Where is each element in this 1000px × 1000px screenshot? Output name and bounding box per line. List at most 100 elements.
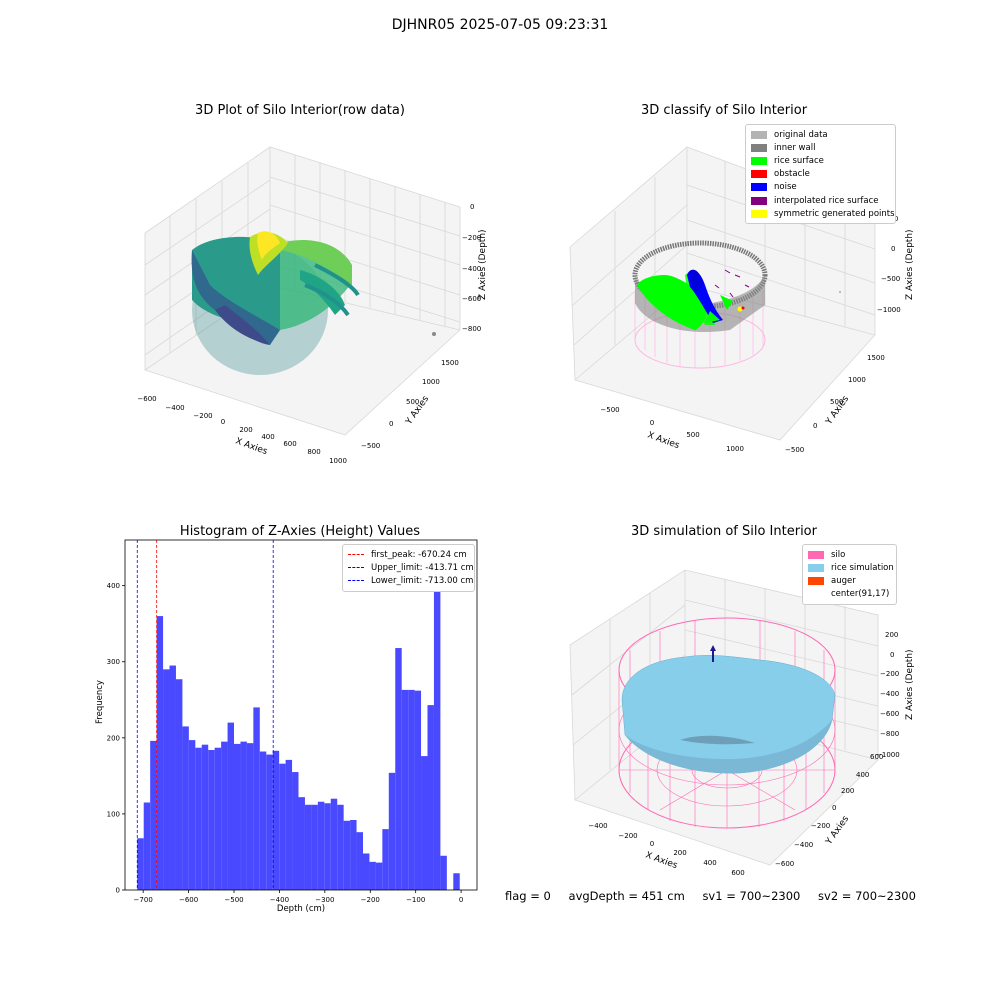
legend-label: symmetric generated points (774, 208, 895, 219)
histogram-bar (201, 744, 209, 890)
histogram-frame (124, 539, 478, 891)
histogram-bar (408, 689, 415, 890)
histogram-bar (330, 798, 338, 890)
histogram-bar (182, 726, 189, 890)
histogram-bar (343, 820, 351, 890)
histogram-bar (272, 750, 280, 890)
panel2-z-label: Z Axies (Depth) (905, 229, 915, 300)
histogram-bar (279, 763, 286, 890)
histogram-plot-area: −700 −600 −500 −400 −300 −200 −100 0 0 100 200 300 4… (107, 539, 478, 904)
svg-text:600: 600 (870, 753, 883, 761)
svg-text:0: 0 (832, 804, 836, 812)
histogram-bar (169, 665, 176, 890)
histogram-bar (356, 832, 363, 890)
histogram-bar (240, 741, 247, 890)
classify-legend: original data inner wall rice surface obsta… (745, 124, 896, 225)
histogram-bar (214, 747, 222, 890)
histogram-bar (150, 740, 157, 890)
histogram-bar (221, 741, 228, 890)
legend-label: interpolated rice surface (774, 195, 879, 206)
status-line: flag = 0 avgDepth = 451 cm sv1 = 700~230… (505, 889, 916, 903)
histogram-bar (156, 616, 164, 890)
y-tick-label: 100 (107, 810, 120, 818)
legend-label: silo (831, 549, 846, 560)
svg-text:200: 200 (673, 849, 686, 857)
simulation-legend: silo rice simulation auger center(91,17) (802, 544, 897, 605)
legend-entry: rice simulation (808, 561, 894, 574)
depth-histogram: −700 −600 −500 −400 −300 −200 −100 0 0 100 200 300 4… (95, 539, 478, 914)
svg-text:−400: −400 (794, 841, 813, 849)
svg-text:400: 400 (703, 859, 716, 867)
svg-text:500: 500 (406, 398, 419, 406)
x-tick-label: −600 (179, 896, 198, 904)
panel1-tick-labels: −600 −400 −200 0 200 400 600 800 1000 −5… (137, 203, 481, 465)
avg-depth-value: avgDepth = 451 cm (568, 889, 685, 903)
histogram-bar (440, 855, 447, 890)
panel4-tick-labels: −400 −200 0 200 400 600 −600 −400 −200 0… (588, 631, 899, 877)
svg-text:0: 0 (221, 418, 225, 426)
histogram-bar (317, 801, 325, 890)
histogram-bar (369, 861, 376, 890)
svg-text:600: 600 (283, 440, 296, 448)
x-tick-label: −200 (361, 896, 380, 904)
legend-swatch (808, 550, 824, 559)
svg-text:0: 0 (650, 840, 654, 848)
histogram-bar (246, 743, 254, 890)
legend-entry: auger (808, 574, 891, 587)
legend-swatch (751, 170, 767, 179)
x-tick-label: 0 (459, 896, 463, 904)
legend-label: original data (774, 129, 828, 140)
svg-text:500: 500 (686, 431, 699, 439)
legend-swatch (808, 563, 824, 572)
panel4-y-label: Y Axies (824, 814, 852, 847)
legend-label: center(91,17) (831, 589, 890, 600)
histogram-bar (433, 559, 441, 890)
x-tick-label: −500 (224, 896, 243, 904)
simulation-silo-and-rice (618, 617, 836, 829)
histogram-bar (137, 838, 144, 890)
histogram-bar (266, 754, 273, 890)
svg-text:1000: 1000 (422, 378, 440, 386)
histogram-bar (298, 797, 305, 890)
svg-text:600: 600 (731, 869, 744, 877)
svg-text:200: 200 (885, 631, 898, 639)
svg-text:1000: 1000 (848, 376, 866, 384)
svg-text:−200: −200 (462, 234, 481, 242)
panel3-y-label: Frequency (95, 680, 105, 724)
svg-text:−400: −400 (880, 690, 899, 698)
svg-text:800: 800 (307, 448, 320, 456)
histogram-bar (163, 669, 170, 890)
legend-label: auger (831, 575, 856, 586)
legend-label: inner wall (774, 142, 816, 153)
svg-text:−200: −200 (880, 670, 899, 678)
svg-text:−500: −500 (785, 446, 804, 454)
svg-text:0: 0 (890, 651, 894, 659)
histogram-bar (427, 705, 434, 890)
x-tick-label: −100 (406, 896, 425, 904)
histogram-bar (350, 820, 357, 890)
legend-entry: Lower_limit: -713.00 cm (348, 574, 473, 587)
legend-swatch (348, 580, 364, 582)
histogram-bar (337, 804, 344, 890)
histogram-bar (253, 707, 260, 890)
legend-swatch (751, 130, 767, 139)
y-tick-label: 300 (107, 658, 120, 666)
histogram-bar (414, 690, 422, 890)
legend-entry: interpolated rice surface (751, 194, 890, 207)
svg-text:400: 400 (261, 433, 274, 441)
histogram-bar (195, 747, 202, 890)
legend-swatch (751, 143, 767, 152)
svg-text:−600: −600 (462, 295, 481, 303)
histogram-bar (401, 689, 409, 890)
svg-text:−400: −400 (588, 822, 607, 830)
histogram-bar (227, 722, 235, 890)
svg-text:−500: −500 (361, 442, 380, 450)
panel2-title: 3D classify of Silo Interior (640, 103, 808, 118)
legend-swatch (751, 209, 767, 218)
panel2-x-label: X Axies (646, 430, 681, 451)
histogram-legend: first_peak: -670.24 cm Upper_limit: -413.… (342, 544, 475, 592)
sv1-value: sv1 = 700~2300 (702, 889, 801, 903)
x-tick-label: −400 (270, 896, 289, 904)
histogram-bar (311, 804, 318, 890)
svg-text:−600: −600 (137, 395, 156, 403)
